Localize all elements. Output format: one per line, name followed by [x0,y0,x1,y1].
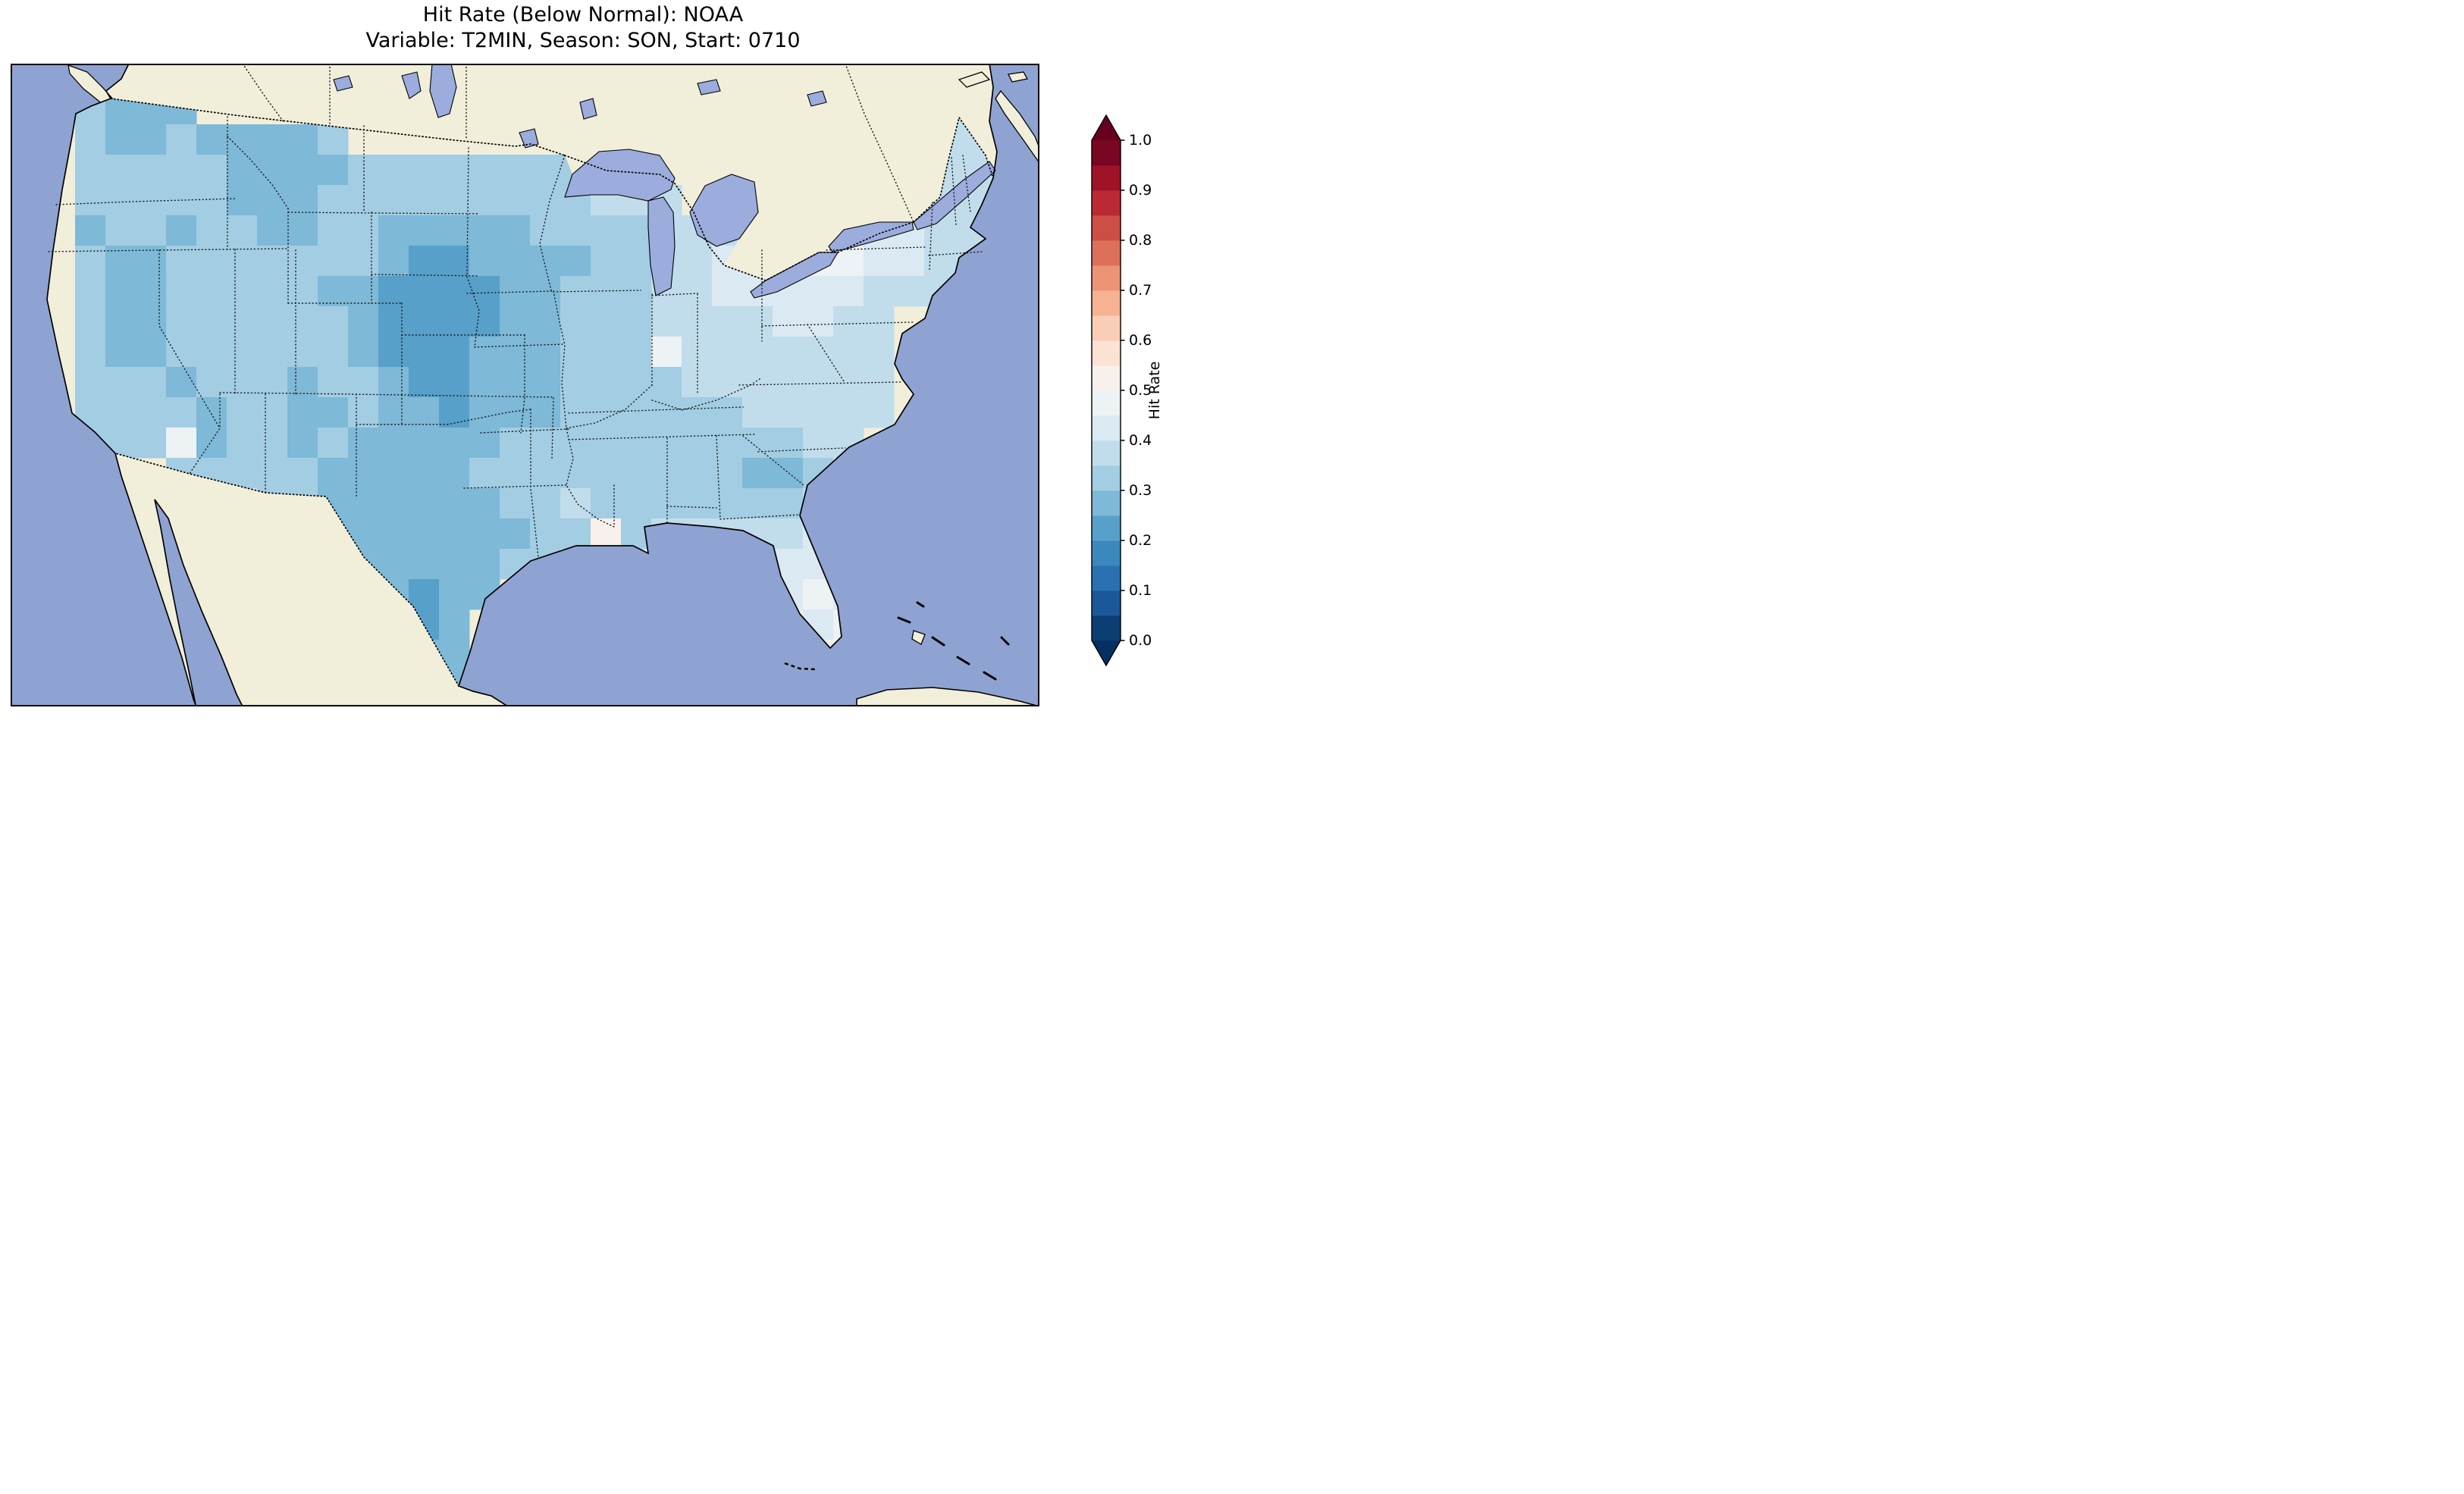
colorbar-tick-label: 0.9 [1129,182,1152,199]
colorbar-segment [1092,615,1121,641]
canada-lake-3 [807,90,827,107]
colorbar-tick-label: 0.8 [1129,232,1152,249]
colorbar-segment [1092,290,1121,316]
colorbar-segment [1092,240,1121,266]
islands [67,64,1039,645]
colorbar-tick-label: 0.3 [1129,482,1152,499]
colorbar-tick-label: 1.0 [1129,132,1152,149]
colorbar-segment [1092,465,1121,491]
colorbar-segment [1092,165,1121,191]
nova-scotia [995,89,1039,164]
colorbar-axis-label: Hit Rate [1146,362,1163,420]
colorbar-segment [1092,590,1121,616]
state-borders [48,64,984,558]
colorbar-segment [1092,365,1121,391]
colorbar-segment [1092,390,1121,416]
colorbar-segment [1092,540,1121,566]
cuba [856,687,1039,706]
map-frame [11,64,1039,706]
colorbar-segment [1092,265,1121,291]
colorbar-segment [1092,415,1121,441]
colorbar-ticks: 0.0 0.1 0.2 0.3 0.4 0.5 0.6 0.7 0.8 0.9 1.0 [1121,132,1152,649]
colorbar-segment [1092,565,1121,591]
map-canvas [11,64,1039,706]
lake-superior [564,149,676,202]
colorbar-segment [1092,515,1121,541]
canada-lake-1 [333,75,353,92]
florida-keys [784,662,816,671]
colorbar-tick-label: 0.4 [1129,432,1152,449]
prince-edward-island [1008,71,1029,83]
lake-nipigon [579,98,597,120]
coastline [46,64,998,706]
figure-title-line2: Variable: T2MIN, Season: SON, Start: 071… [365,29,801,52]
national-borders [110,98,994,687]
colorbar-tick-label: 0.6 [1129,332,1152,349]
figure-title-line1: Hit Rate (Below Normal): NOAA [422,3,744,27]
colorbar-tick-label: 0.7 [1129,282,1152,299]
lake-winnipeg [429,64,457,118]
anticosti-island [958,71,991,88]
colorbar-segment [1092,490,1121,516]
figure: Hit Rate (Below Normal): NOAA Variable: … [0,0,1172,711]
bahamas-cays [897,601,1010,681]
colorbar-segment [1092,340,1121,366]
colorbar-tick-label: 0.1 [1129,582,1152,599]
colorbar-tick-label: 0.5 [1129,382,1152,399]
colorbar-segment [1092,215,1121,241]
colorbar-segments [1092,140,1121,641]
lake-manitoba [401,71,422,99]
colorbar-segment [1092,440,1121,466]
colorbar-extend-over [1092,115,1121,140]
colorbar-segment [1092,315,1121,341]
figure-title: Hit Rate (Below Normal): NOAA Variable: … [11,2,1155,54]
lake-michigan [647,196,676,296]
colorbar: 0.0 0.1 0.2 0.3 0.4 0.5 0.6 0.7 0.8 0.9 1.0 Hit Rat… [1091,114,1163,667]
colorbar-segment [1092,190,1121,216]
colorbar-tick-label: 0.2 [1129,532,1152,549]
bahamas-island [911,630,926,645]
colorbar-extend-under [1092,641,1121,666]
st-lawrence-river [913,161,996,230]
lake-huron [689,174,759,247]
canada-lake-2 [697,79,721,96]
hit-rate-grid [75,99,993,686]
lake-of-the-woods [519,128,539,149]
colorbar-segment [1092,140,1121,166]
colorbar-tick-label: 0.0 [1129,632,1152,649]
